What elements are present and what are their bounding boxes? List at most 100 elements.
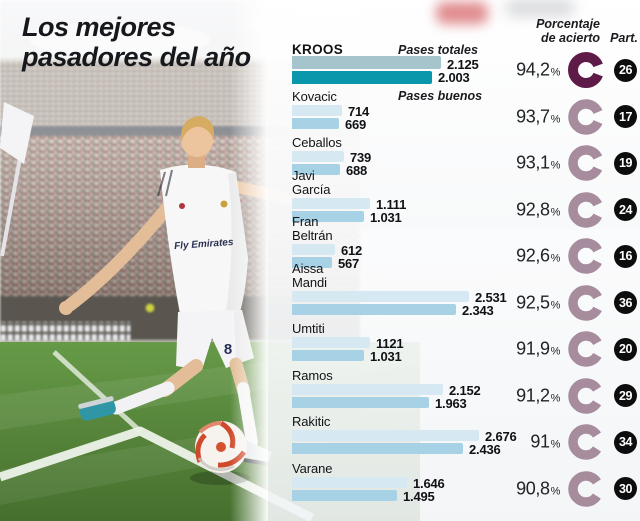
- page-title: Los mejores pasadores del año: [22, 12, 251, 72]
- value-pases-buenos: 2.436: [469, 442, 501, 458]
- bar-pases-totales: [292, 56, 441, 69]
- bar-pases-totales: [292, 151, 344, 163]
- bar-pases-totales: [292, 104, 342, 116]
- bar-pases-buenos: [292, 71, 432, 84]
- percent-symbol: %: [550, 252, 561, 265]
- accuracy-value: 92,6%: [470, 246, 560, 267]
- value-pases-buenos: 1.031: [370, 209, 402, 225]
- bar-pases-buenos: [292, 350, 364, 362]
- participation-badge: 30: [614, 477, 637, 501]
- participation-badge: 26: [614, 58, 637, 82]
- value-pases-buenos: 2.343: [462, 302, 494, 318]
- player-name: Ramos: [292, 367, 333, 383]
- accuracy-value: 94,2%: [470, 60, 560, 81]
- accuracy-value: 93,7%: [470, 106, 560, 127]
- player-name: KROOS: [292, 42, 344, 57]
- percent-symbol: %: [550, 66, 561, 79]
- accuracy-value: 90,8%: [470, 478, 560, 499]
- accuracy-value: 92,5%: [470, 292, 560, 313]
- value-pases-totales: 612: [341, 243, 363, 259]
- player-name: Aissa Mandi: [292, 260, 327, 290]
- stadium-blur-highlight: [505, 0, 575, 16]
- accuracy-number: 90,8: [516, 478, 550, 499]
- player-name: Umtiti: [292, 321, 325, 337]
- participation-badge: 29: [614, 384, 637, 408]
- bar-pases-totales: [292, 430, 479, 442]
- value-pases-buenos: 2.003: [438, 70, 470, 85]
- column-header-accuracy: Porcentaje de acierto: [536, 17, 600, 45]
- percent-symbol: %: [550, 159, 561, 172]
- shirt-sponsor-text: Fly Emirates: [174, 237, 235, 252]
- value-pases-totales: 2.531: [475, 289, 507, 305]
- accuracy-number: 92,6: [516, 245, 550, 266]
- bar-pases-buenos: [292, 489, 397, 501]
- value-pases-buenos: 669: [345, 116, 367, 132]
- bar-pases-buenos: [292, 303, 456, 315]
- player-name: Kovacic: [292, 88, 337, 104]
- accuracy-ring: [568, 331, 604, 368]
- participation-badge: 17: [614, 105, 637, 129]
- participation-badge: 20: [614, 337, 637, 361]
- bar-pases-totales: [292, 197, 370, 209]
- accuracy-value: 91,9%: [470, 339, 560, 360]
- player-name: Ceballos: [292, 135, 342, 151]
- accuracy-value: 93,1%: [470, 153, 560, 174]
- player-name: Javi García: [292, 167, 331, 197]
- accuracy-ring: [568, 52, 604, 88]
- accuracy-number: 93,1: [516, 152, 550, 173]
- bar-pases-buenos: [292, 257, 332, 269]
- column-header-participation: Part.: [610, 31, 638, 45]
- player-name: Rakitic: [292, 414, 331, 430]
- passers-chart: Porcentaje de acierto Part. Pases totale…: [292, 0, 640, 521]
- value-pases-buenos: 688: [346, 163, 368, 179]
- accuracy-ring: [568, 98, 604, 135]
- value-pases-totales: 2.676: [485, 429, 517, 445]
- bar-pases-totales: [292, 244, 335, 256]
- participation-badge: 24: [614, 198, 637, 222]
- accuracy-value: 91,2%: [470, 385, 560, 406]
- value-pases-totales: 2.125: [447, 57, 479, 72]
- bar-pases-buenos: [292, 210, 364, 222]
- bar-pases-buenos: [292, 396, 429, 408]
- player-name: Varane: [292, 460, 333, 476]
- shorts-number: 8: [224, 341, 232, 358]
- accuracy-ring: [568, 238, 604, 274]
- value-pases-buenos: 1.963: [435, 395, 467, 411]
- value-pases-totales: 1.111: [376, 196, 407, 212]
- participation-badge: 36: [614, 291, 637, 315]
- bar-pases-totales: [292, 383, 443, 395]
- value-pases-totales: 1121: [376, 336, 404, 352]
- bar-pases-totales: [292, 290, 469, 302]
- participation-badge: 16: [614, 244, 637, 268]
- accuracy-ring: [568, 378, 604, 414]
- legend-pases-totales: Pases totales: [398, 43, 478, 57]
- accuracy-number: 91,2: [516, 385, 550, 406]
- accuracy-number: 92,8: [516, 199, 550, 220]
- corner-flag: [0, 102, 34, 257]
- accuracy-number: 92,5: [516, 292, 550, 313]
- bar-pases-buenos: [292, 117, 339, 129]
- accuracy-ring: [568, 285, 604, 321]
- accuracy-value: 92,8%: [470, 199, 560, 220]
- value-pases-totales: 714: [348, 103, 370, 119]
- value-pases-totales: 1.646: [413, 475, 445, 491]
- value-pases-buenos: 567: [338, 256, 360, 272]
- bar-pases-buenos: [292, 164, 340, 176]
- value-pases-buenos: 1.031: [370, 349, 402, 365]
- percent-symbol: %: [550, 438, 561, 451]
- accuracy-ring: [568, 424, 604, 461]
- value-pases-totales: 739: [350, 150, 372, 166]
- percent-symbol: %: [550, 345, 561, 358]
- player-name: Fran Beltrán: [292, 214, 333, 244]
- accuracy-number: 91: [530, 431, 550, 452]
- participation-badge: 19: [614, 151, 637, 175]
- percent-symbol: %: [550, 485, 561, 498]
- legend-pases-buenos: Pases buenos: [398, 89, 483, 103]
- percent-symbol: %: [550, 299, 561, 312]
- bar-pases-totales: [292, 476, 407, 488]
- percent-symbol: %: [550, 392, 561, 405]
- bar-pases-totales: [292, 337, 370, 349]
- percent-symbol: %: [550, 113, 561, 126]
- accuracy-number: 94,2: [516, 59, 550, 80]
